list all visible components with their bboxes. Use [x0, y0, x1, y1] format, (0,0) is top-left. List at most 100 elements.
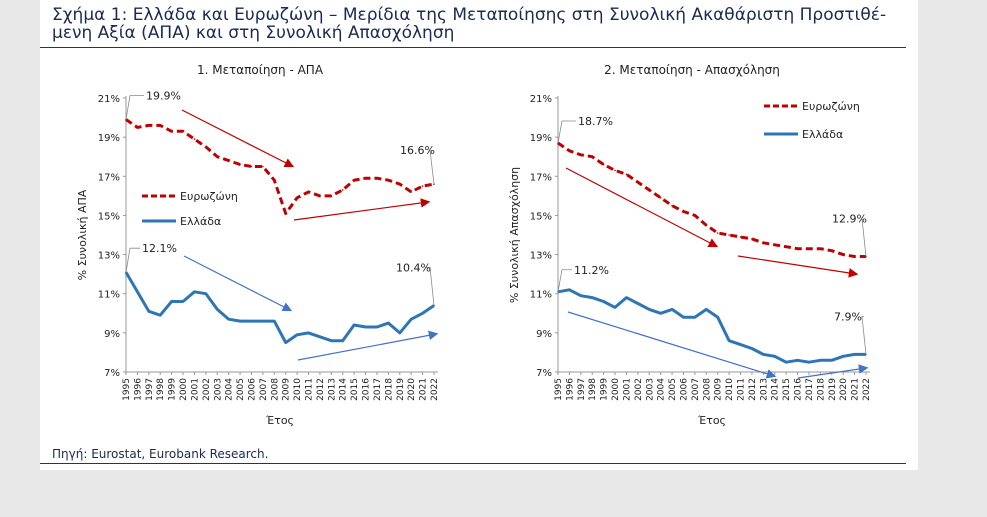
- y-tick-label: 9%: [536, 329, 552, 340]
- data-point: [568, 150, 571, 152]
- data-point: [421, 312, 424, 315]
- x-tick-label: 1998: [588, 378, 598, 401]
- trend-arrow: [797, 364, 869, 379]
- annotation-leader: [557, 269, 572, 292]
- trend-arrow: [737, 255, 859, 278]
- data-point: [637, 181, 639, 183]
- trend-arrow: [297, 330, 439, 361]
- x-tick-label: 2004: [225, 378, 235, 401]
- data-point: [159, 124, 162, 127]
- x-tick-label: 1997: [577, 378, 587, 401]
- x-tick-label: 1999: [600, 378, 610, 401]
- data-point: [739, 343, 742, 346]
- data-point: [591, 296, 594, 299]
- y-axis-label: % Συνολική ΑΠΑ: [76, 189, 89, 280]
- x-tick-label: 2020: [407, 378, 417, 401]
- figure-title-line-1: Σχήμα 1: Ελλάδα και Ευρωζώνη – Μερίδια τ…: [52, 5, 887, 25]
- figure-title-line-2: μενη Αξία (ΑΠΑ) και στη Συνολική Απασχόλ…: [52, 23, 455, 43]
- x-tick-label: 2022: [862, 378, 872, 401]
- data-point: [341, 339, 344, 342]
- x-tick-label: 2012: [748, 378, 758, 401]
- data-point: [239, 320, 241, 322]
- data-point: [410, 191, 412, 193]
- x-tick-label: 2013: [327, 378, 337, 401]
- data-point: [284, 212, 287, 215]
- x-tick-label: 2012: [316, 378, 326, 401]
- trend-arrow: [567, 311, 777, 379]
- annotation-label: 16.6%: [400, 144, 435, 157]
- x-tick-label: 2003: [213, 378, 223, 401]
- source-note: Πηγή: Eurostat, Eurobank Research.: [52, 447, 269, 461]
- chart-manufacturing-gva: 1. Μεταποίηση - ΑΠΑ 7% 9% 11% 13% 15% 17% 19% 21…: [62, 48, 452, 446]
- data-point: [182, 300, 184, 303]
- data-point: [387, 322, 390, 324]
- annotation-label: 12.9%: [832, 213, 867, 226]
- x-axis-label: Έτος: [265, 414, 294, 427]
- data-point: [830, 249, 833, 252]
- x-tick-label: 2016: [362, 378, 372, 401]
- chart-manufacturing-employment-svg: 2. Μεταποίηση - Απασχόληση 7% 9% 11% 13% 15% 1…: [508, 63, 872, 427]
- data-point: [716, 232, 719, 234]
- data-point: [819, 247, 822, 250]
- data-point: [182, 130, 184, 133]
- data-point: [568, 289, 571, 291]
- x-tick-label: 2018: [816, 378, 826, 401]
- data-point: [353, 179, 355, 181]
- x-tick-label: 2011: [305, 378, 315, 401]
- data-point: [648, 189, 651, 191]
- data-point: [762, 242, 765, 244]
- trend-arrow: [181, 109, 295, 168]
- annotation-label: 12.1%: [142, 242, 177, 255]
- data-point: [751, 347, 753, 350]
- x-tick-label: 1996: [565, 378, 575, 401]
- x-tick-label: 2002: [634, 378, 644, 401]
- data-point: [591, 155, 594, 158]
- x-tick-label: 2018: [384, 378, 394, 401]
- data-point: [751, 238, 753, 240]
- y-tick-label: 19%: [98, 133, 120, 144]
- data-point: [842, 253, 844, 256]
- data-point: [830, 359, 833, 362]
- annotation-leader: [426, 267, 435, 306]
- data-point: [341, 189, 344, 191]
- x-tick-label: 1995: [122, 378, 132, 401]
- x-tick-label: 1999: [168, 378, 178, 401]
- x-tick-label: 2001: [190, 378, 200, 401]
- y-tick-label: 19%: [530, 133, 552, 144]
- data-point: [625, 173, 628, 176]
- series-line-eurozone: [557, 141, 866, 258]
- annotation-label: 7.9%: [834, 310, 862, 323]
- figure-title: Σχήμα 1: Ελλάδα και Ευρωζώνη – Μερίδια τ…: [52, 6, 912, 42]
- data-point: [148, 124, 150, 127]
- data-point: [262, 165, 264, 168]
- data-point: [376, 177, 378, 180]
- source-rule: [40, 463, 906, 464]
- data-point: [193, 138, 196, 140]
- y-tick-label: 15%: [530, 211, 552, 222]
- x-tick-label: 2006: [247, 378, 257, 401]
- data-point: [205, 292, 207, 295]
- data-point: [250, 165, 253, 168]
- x-tick-label: 2001: [622, 378, 632, 401]
- annotation-leader: [861, 218, 867, 257]
- data-point: [773, 355, 776, 358]
- y-tick-label: 11%: [530, 290, 552, 301]
- data-point: [580, 153, 582, 156]
- x-tick-label: 2016: [794, 378, 804, 401]
- data-point: [580, 294, 582, 297]
- y-tick-label: 13%: [98, 251, 120, 262]
- x-tick-label: 2000: [179, 378, 189, 401]
- chart-title: 2. Μεταποίηση - Απασχόληση: [604, 63, 780, 77]
- data-point: [785, 245, 787, 248]
- x-tick-label: 2014: [771, 378, 781, 401]
- data-point: [648, 308, 651, 311]
- legend-label-greece: Ελλάδα: [180, 215, 221, 228]
- annotation-label: 18.7%: [578, 115, 613, 128]
- y-tick-label: 17%: [530, 172, 552, 183]
- data-point: [808, 361, 810, 364]
- data-point: [853, 255, 856, 258]
- data-point: [728, 339, 730, 342]
- data-point: [410, 318, 412, 320]
- x-tick-label: 2003: [645, 378, 655, 401]
- y-tick-label: 7%: [104, 368, 120, 379]
